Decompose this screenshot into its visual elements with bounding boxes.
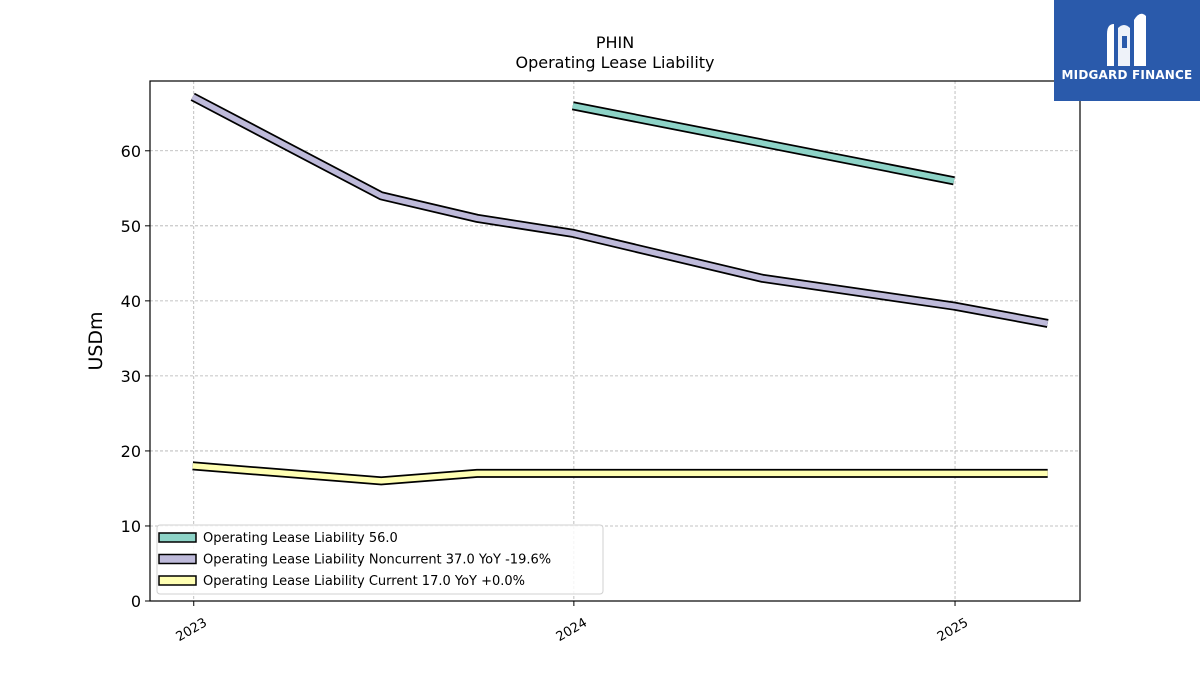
- grid: [150, 81, 1080, 601]
- series-line-fill: [192, 463, 1048, 484]
- y-tick-label: 0: [131, 592, 141, 611]
- legend: Operating Lease Liability 56.0 Operating …: [156, 524, 604, 595]
- midgard-m-logo-icon: [1107, 13, 1146, 66]
- chart-title: PHIN: [596, 33, 634, 52]
- legend-entry-label: Operating Lease Liability 56.0: [203, 531, 398, 546]
- x-tick-label: 2024: [554, 615, 590, 645]
- plot-area-frame: [149, 80, 1081, 602]
- chart-subtitle: Operating Lease Liability: [515, 53, 714, 72]
- series-line: [192, 461, 1048, 486]
- y-tick-label: 30: [121, 367, 141, 386]
- series-line-outline: [190, 92, 1049, 328]
- series-line-fill: [572, 103, 955, 184]
- y-tick-label: 40: [121, 292, 141, 311]
- axis-ticks: 0 10 20 30 40 50 60 2023 2024 2025: [121, 142, 971, 645]
- legend-box: [156, 524, 604, 595]
- series-line-fill: [191, 94, 1049, 327]
- series-line: [571, 101, 955, 186]
- y-tick-label: 50: [121, 217, 141, 236]
- y-axis-label: USDm: [85, 311, 107, 370]
- brand-name: MIDGARD FINANCE: [1061, 68, 1193, 82]
- x-tick-label: 2023: [174, 615, 210, 645]
- y-tick-label: 60: [121, 142, 141, 161]
- legend-swatch: [158, 575, 197, 586]
- brand-logo: MIDGARD FINANCE: [1054, 0, 1200, 101]
- legend-entry-label: Operating Lease Liability Current 17.0 Y…: [203, 574, 525, 589]
- legend-entry-label: Operating Lease Liability Noncurrent 37.…: [203, 553, 551, 568]
- series-layer: [190, 92, 1049, 486]
- x-tick-label: 2025: [935, 615, 971, 645]
- series-line: [190, 92, 1049, 328]
- legend-swatch: [158, 532, 197, 543]
- legend-swatch: [158, 553, 197, 565]
- y-tick-label: 20: [121, 442, 141, 461]
- y-tick-label: 10: [121, 517, 141, 536]
